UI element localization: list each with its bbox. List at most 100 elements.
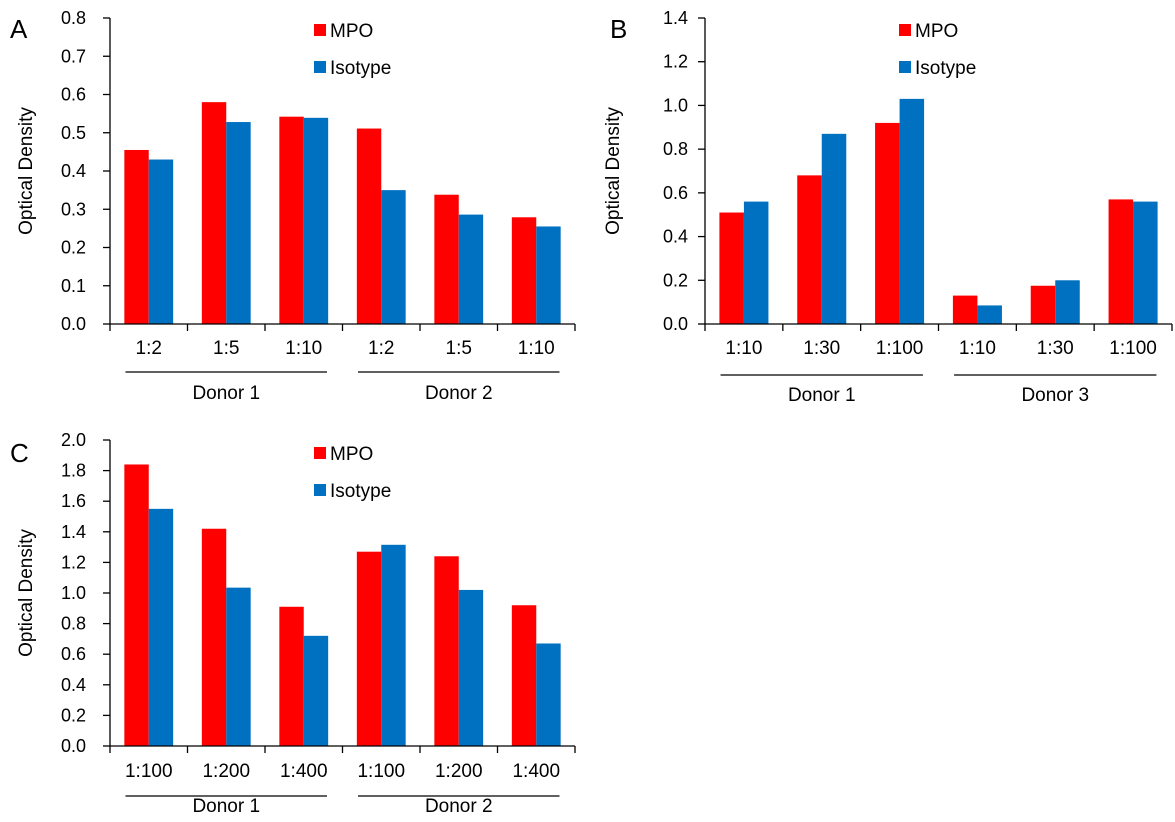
bar-isotype-a-5	[536, 226, 561, 324]
bar-mpo-c-3	[356, 551, 382, 746]
y-tick-label-c: 0.0	[61, 736, 86, 756]
x-tick-label-c: 1:100	[125, 761, 173, 782]
bar-mpo-b-2	[875, 122, 900, 325]
y-tick-label-a: 0.6	[61, 85, 86, 105]
bar-isotype-a-1	[226, 122, 251, 324]
bar-mpo-c-0	[124, 464, 149, 746]
bar-mpo-b-3	[952, 295, 978, 324]
x-tick-label-c: 1:200	[202, 761, 250, 782]
y-tick-label-a: 0.7	[61, 46, 86, 66]
y-tick-label-b: 0.6	[663, 183, 688, 203]
y-tick-label-a: 0.5	[61, 123, 86, 143]
group-label-a: Donor 1	[192, 383, 260, 404]
bar-mpo-a-2	[279, 116, 304, 324]
bar-mpo-b-0	[719, 212, 744, 324]
legend-swatch-isotype-c	[314, 484, 326, 496]
bar-isotype-b-2	[899, 98, 925, 324]
x-tick-label-c: 1:100	[357, 761, 405, 782]
bar-mpo-a-5	[511, 217, 537, 324]
y-axis-label-b: Optical Density	[603, 107, 624, 235]
y-axis-label-a: Optical Density	[16, 107, 37, 235]
bar-mpo-a-1	[201, 102, 227, 325]
y-axis-label-c: Optical Density	[16, 529, 37, 657]
y-tick-label-a: 0.1	[61, 276, 86, 296]
x-tick-label-a: 1:2	[368, 338, 394, 359]
y-tick-label-c: 0.4	[61, 675, 86, 695]
y-tick-label-b: 1.0	[663, 95, 688, 115]
panel-label-c: C	[10, 438, 29, 468]
y-tick-label-c: 1.4	[61, 522, 86, 542]
x-tick-label-a: 1:10	[518, 338, 555, 359]
y-tick-label-c: 0.8	[61, 614, 86, 634]
x-tick-label-a: 1:2	[136, 338, 162, 359]
y-tick-label-a: 0.8	[61, 8, 86, 28]
y-tick-label-c: 1.6	[61, 491, 86, 511]
bar-isotype-a-4	[458, 214, 484, 324]
y-tick-label-c: 0.2	[61, 705, 86, 725]
y-tick-label-b: 0.4	[663, 227, 688, 247]
legend-swatch-mpo-c	[314, 447, 326, 459]
legend-swatch-mpo-a	[314, 24, 326, 36]
legend-label-mpo-c: MPO	[330, 444, 373, 465]
bar-mpo-c-1	[201, 528, 227, 746]
bar-isotype-c-0	[148, 508, 174, 746]
panel-label-b: B	[610, 14, 627, 44]
y-tick-label-a: 0.2	[61, 238, 86, 258]
x-tick-label-a: 1:5	[213, 338, 239, 359]
bar-isotype-b-3	[977, 305, 1002, 324]
bar-mpo-c-4	[434, 556, 459, 746]
group-label-c: Donor 1	[192, 796, 260, 817]
bar-mpo-b-1	[797, 175, 822, 324]
group-label-c: Donor 2	[425, 796, 493, 817]
legend-label-mpo-a: MPO	[330, 21, 373, 42]
bar-isotype-b-5	[1133, 201, 1158, 324]
bar-mpo-a-0	[124, 149, 149, 324]
x-tick-label-b: 1:100	[876, 338, 924, 359]
y-tick-label-b: 1.4	[663, 8, 688, 28]
x-tick-label-a: 1:5	[446, 338, 472, 359]
y-tick-label-a: 0.3	[61, 199, 86, 219]
legend-label-mpo-b: MPO	[915, 21, 958, 42]
bar-isotype-b-0	[743, 201, 769, 324]
legend-swatch-isotype-a	[314, 61, 326, 73]
x-tick-label-b: 1:30	[1037, 338, 1074, 359]
x-tick-label-c: 1:400	[512, 761, 560, 782]
x-tick-label-b: 1:100	[1109, 338, 1157, 359]
y-tick-label-b: 1.2	[663, 52, 688, 72]
bar-mpo-c-2	[279, 606, 304, 746]
bar-mpo-c-5	[511, 605, 537, 746]
y-tick-label-a: 0.0	[61, 314, 86, 334]
bar-isotype-a-0	[148, 159, 174, 324]
x-tick-label-b: 1:10	[725, 338, 762, 359]
y-tick-label-b: 0.8	[663, 139, 688, 159]
y-tick-label-b: 0.2	[663, 270, 688, 290]
y-tick-label-c: 0.6	[61, 644, 86, 664]
y-tick-label-b: 0.0	[663, 314, 688, 334]
y-tick-label-c: 2.0	[61, 430, 86, 450]
bar-mpo-b-5	[1108, 199, 1134, 324]
group-label-b: Donor 3	[1021, 385, 1089, 406]
bar-mpo-a-4	[434, 194, 459, 324]
legend-label-isotype-c: Isotype	[330, 481, 391, 502]
legend-label-isotype-b: Isotype	[915, 58, 976, 79]
y-tick-label-a: 0.4	[61, 161, 86, 181]
bar-isotype-c-1	[226, 587, 251, 746]
y-tick-label-c: 1.0	[61, 583, 86, 603]
bar-isotype-c-2	[303, 635, 329, 746]
bar-isotype-c-4	[458, 589, 484, 746]
group-label-b: Donor 1	[788, 385, 856, 406]
x-tick-label-c: 1:400	[280, 761, 328, 782]
legend-label-isotype-a: Isotype	[330, 58, 391, 79]
bar-mpo-b-4	[1030, 285, 1056, 324]
group-label-a: Donor 2	[425, 383, 493, 404]
x-tick-label-b: 1:10	[959, 338, 996, 359]
legend-swatch-mpo-b	[899, 24, 911, 36]
bar-isotype-a-2	[303, 117, 329, 325]
bar-isotype-b-4	[1055, 280, 1080, 324]
bar-isotype-c-5	[536, 643, 561, 746]
x-tick-label-a: 1:10	[285, 338, 322, 359]
bar-isotype-b-1	[821, 133, 847, 324]
x-tick-label-c: 1:200	[435, 761, 483, 782]
panel-label-a: A	[10, 14, 28, 44]
